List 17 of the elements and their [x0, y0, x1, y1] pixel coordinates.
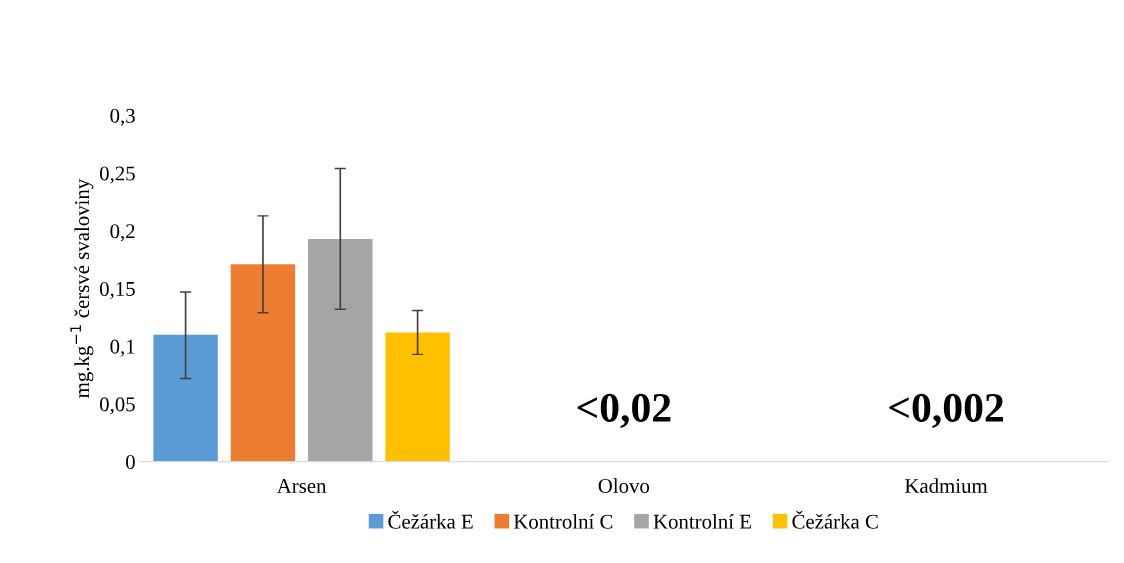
y-tick-label: 0,05: [99, 397, 135, 415]
x-tick-label: Kadmium: [904, 478, 988, 493]
y-tick-label: 0,2: [110, 224, 135, 242]
y-axis-title: mg.kg$^{−1}$ čersvé svaloviny: [70, 178, 94, 398]
legend-label: Kontrolní E: [653, 514, 751, 529]
x-tick-label: Arsen: [276, 479, 327, 493]
y-tick-label: 0,3: [110, 108, 135, 126]
y-tick-label: 0,15: [99, 281, 135, 299]
annotation: <0,02: [577, 393, 671, 428]
y-tick-label: 0,1: [110, 339, 135, 357]
y-tick-label: 0: [126, 455, 135, 470]
annotation: <0,002: [889, 393, 1003, 428]
y-tick-label: 0,25: [99, 166, 135, 184]
x-tick-label: Olovo: [598, 478, 650, 493]
legend-label: Čežárka E: [388, 510, 473, 529]
legend-label: Čežárka C: [792, 510, 878, 529]
legend-label: Kontrolní C: [513, 514, 613, 529]
